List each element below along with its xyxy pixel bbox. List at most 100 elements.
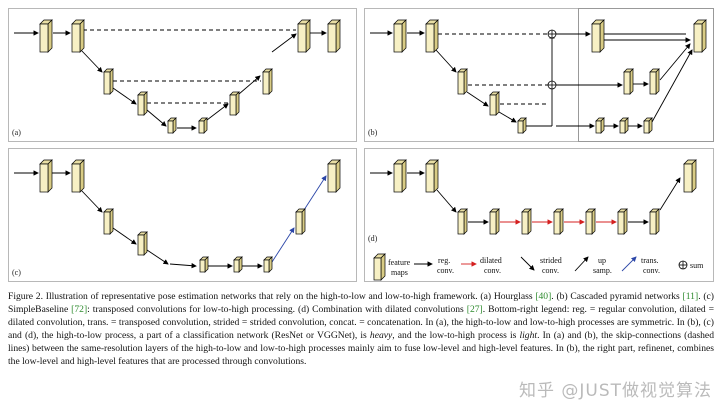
feature-map-block [619,117,629,134]
connection-line [146,249,169,265]
block-side-face [47,19,53,53]
legend-dilated-label: dilated [480,256,502,265]
connection-line [651,49,693,123]
caption-text: , and the low-to-high process is [392,330,520,341]
feature-map-block [649,208,660,235]
block-side-face [401,159,407,193]
legend-trans-label: trans. [641,256,659,265]
feature-map-block [233,256,243,273]
caption-text: Figure 2. Illustration of representative… [8,291,536,302]
legend-samp-label: samp. [593,266,612,275]
block-side-face [701,19,707,53]
block-side-face [600,117,605,134]
feature-map-block [517,117,527,134]
block-side-face [268,68,273,95]
block-front-face [517,120,524,134]
block-front-face [198,120,205,134]
block-side-face [463,68,468,95]
feature-map-block [297,19,311,53]
feature-map-block [623,68,634,95]
feature-map-block [103,68,114,95]
sum-icon [547,80,557,90]
block-front-face [233,259,240,273]
block-side-face [268,256,273,273]
block-side-face [433,159,439,193]
legend-conv-label: conv. [437,266,454,275]
feature-map-block [489,91,500,116]
connection-line [498,111,517,123]
feature-map-block [585,208,596,235]
citation-27[interactable]: [27] [466,304,483,315]
block-side-face [335,19,341,53]
block-front-face [457,211,465,235]
connection-line [80,189,103,213]
legend-trans-conv-label: conv. [643,266,660,275]
legend-up-arrow [574,256,589,272]
legend-reg-label: reg. [438,256,450,265]
block-front-face [489,94,497,116]
feature-map-block [457,68,468,95]
legend-strided-conv-label: conv. [542,266,559,275]
feature-map-block [229,91,240,116]
legend-strided-arrow [520,256,535,271]
connection-line [80,49,103,73]
connection-line [238,75,261,95]
block-side-face [655,208,660,235]
feature-map-block [683,159,697,193]
block-side-face [143,231,148,256]
block-front-face [71,23,81,53]
block-side-face [203,117,208,134]
block-side-face [301,208,306,235]
block-front-face [262,71,270,95]
block-front-face [521,211,529,235]
legend-up-label: up [598,256,606,265]
connection-line [146,109,167,127]
caption-emphasis-light: light [519,330,538,341]
block-side-face [624,117,629,134]
sum-icon [547,29,557,39]
block-side-face [335,159,341,193]
feature-map-block [393,19,407,53]
connection-line [169,262,197,269]
block-side-face [463,208,468,235]
block-side-face [433,19,439,53]
block-side-face [172,117,177,134]
feature-map-block [521,208,532,235]
network-diagrams: featuremapsreg.conv.dilatedconv.stridedc… [14,19,707,281]
panel-label-a: (a) [12,128,21,137]
citation-72[interactable]: [72] [71,304,88,315]
block-side-face [559,208,564,235]
block-front-face [457,71,465,95]
block-front-face [623,71,631,95]
block-front-face [297,23,307,53]
block-front-face [71,163,81,193]
caption-text: . (b) Cascaded pyramid networks [551,291,683,302]
feature-map-block [553,208,564,235]
feature-map-block [199,256,209,273]
caption-text: . (c) SimpleBaseline [8,291,714,315]
citation-40[interactable]: [40] [535,291,552,302]
connection-line [435,49,457,73]
connection-line [112,87,137,105]
block-side-face [599,19,605,53]
watermark: 知乎 @JUST做视觉算法 [518,381,712,401]
block-front-face [373,257,382,281]
block-front-face [393,23,403,53]
legend-strided-label: strided [540,256,562,265]
caption-text: : transposed convolutions for low-to-hig… [87,304,467,315]
block-side-face [235,91,240,116]
block-side-face [527,208,532,235]
block-front-face [649,211,657,235]
feature-map-block [649,68,660,95]
feature-map-block [71,19,85,53]
citation-11[interactable]: [11] [682,291,699,302]
block-front-face [595,120,602,134]
connection-line [659,43,691,81]
block-front-face [199,259,206,273]
legend: featuremapsreg.conv.dilatedconv.stridedc… [388,256,704,277]
feature-map-block [39,159,53,193]
block-side-face [522,117,527,134]
block-front-face [553,211,561,235]
block-side-face [401,19,407,53]
